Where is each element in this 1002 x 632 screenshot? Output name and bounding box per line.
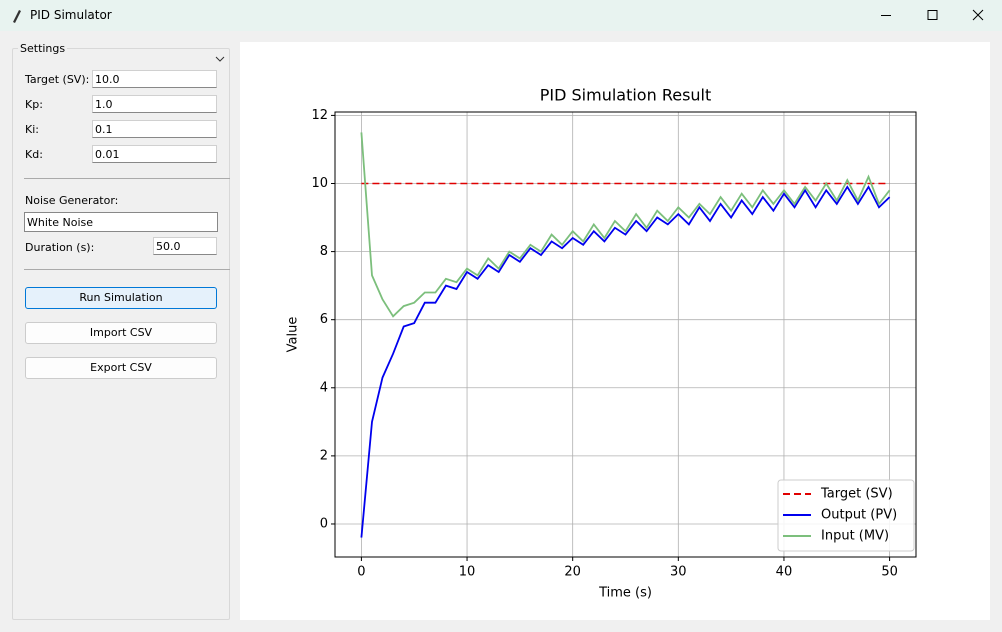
window-controls[interactable] <box>862 0 1002 31</box>
y-tick-label: 0 <box>320 516 328 531</box>
text-input[interactable]: 0.01 <box>92 145 217 163</box>
panel-legend: Settings <box>18 42 68 55</box>
y-tick-label: 12 <box>311 108 328 123</box>
text-input[interactable]: 0.1 <box>92 120 217 138</box>
separator <box>24 178 230 179</box>
y-tick-label: 2 <box>320 448 328 463</box>
separator <box>24 269 230 270</box>
button[interactable]: Export CSV <box>25 357 217 379</box>
legend: Target (SV) Output (PV) Input (MV) <box>777 479 915 552</box>
field-label: Kp: <box>25 98 43 111</box>
chart-title: PID Simulation Result <box>540 86 712 105</box>
settings-panel: Settings Target (SV): 10.0 Kp: 1.0 Ki: 0.1 Kd:… <box>12 42 230 620</box>
y-axis-label: Value <box>286 317 301 353</box>
legend-label: Target (SV) <box>820 487 893 502</box>
x-tick-label: 40 <box>776 565 793 580</box>
plot-frame <box>334 111 917 558</box>
x-tick-label: 30 <box>670 565 687 580</box>
x-tick-label: 50 <box>881 565 898 580</box>
x-tick-label: 0 <box>357 565 365 580</box>
x-axis-label: Time (s) <box>598 586 652 601</box>
legend-label: Input (MV) <box>821 529 889 544</box>
field-label: Kd: <box>25 148 43 161</box>
field-label: Target (SV): <box>25 73 90 86</box>
field-label: Ki: <box>25 123 39 136</box>
x-tick-label: 20 <box>564 565 581 580</box>
y-tick-label: 4 <box>320 380 328 395</box>
y-tick-label: 6 <box>320 312 328 327</box>
y-tick-label: 8 <box>320 244 328 259</box>
button[interactable]: Import CSV <box>25 322 217 344</box>
x-tick-label: 10 <box>459 565 476 580</box>
window-title: PID Simulator <box>30 8 112 22</box>
chart: PID Simulation Result 0 2 4 6 8 10 12 0 10 20 30 40 5… <box>286 86 917 601</box>
legend-label: Output (PV) <box>821 508 897 523</box>
chart-area: PID Simulation Result 0 2 4 6 8 10 12 0 10 20 30 40 5… <box>240 42 990 620</box>
text-input[interactable]: 1.0 <box>92 95 217 113</box>
text-input[interactable]: 10.0 <box>92 70 217 88</box>
title-bar: PID Simulator <box>0 0 1002 31</box>
data-line <box>360 132 891 318</box>
button[interactable]: Run Simulation <box>25 287 217 309</box>
app-icon <box>13 10 21 23</box>
y-tick-label: 10 <box>311 176 328 191</box>
duration-label: Duration (s): <box>25 241 95 254</box>
legend-box <box>777 479 915 552</box>
data-line <box>360 185 891 538</box>
dropdown[interactable]: White Noise <box>24 212 218 232</box>
text-input[interactable]: 50.0 <box>153 237 217 255</box>
dropdown-arrow <box>215 56 225 62</box>
noise-label: Noise Generator: <box>25 194 119 207</box>
